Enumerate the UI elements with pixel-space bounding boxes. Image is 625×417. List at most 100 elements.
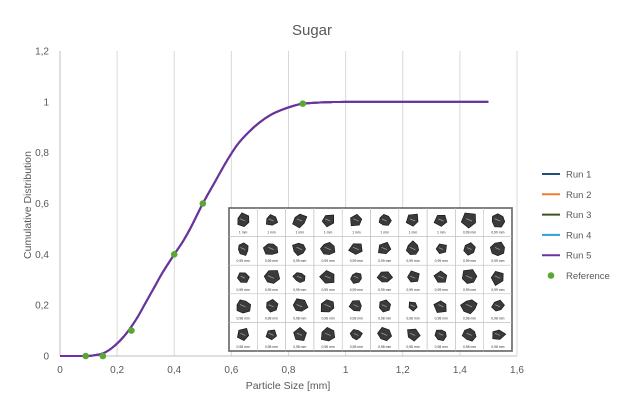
inset-size-label: 0,99 mm — [406, 288, 419, 292]
crystal-facet — [410, 304, 415, 308]
inset-size-label: 0,99 mm — [435, 259, 448, 263]
crystal-facet — [438, 304, 444, 308]
legend-label: Run 4 — [566, 230, 591, 241]
inset-size-label: 1 mm — [380, 231, 389, 235]
crystal-facet — [353, 218, 359, 222]
crystal-facet — [239, 218, 246, 222]
inset-size-label: 0,99 mm — [265, 288, 278, 292]
reference-point — [299, 100, 307, 107]
inset-size-label: 0,99 mm — [463, 231, 476, 235]
crystal-facet — [267, 275, 275, 279]
inset-size-label: 0,99 mm — [491, 231, 504, 235]
inset-size-label: 0,98 mm — [406, 345, 419, 349]
crystal-facet — [324, 246, 331, 251]
crystal-facet — [353, 304, 359, 308]
inset-size-label: 0,98 mm — [293, 345, 306, 349]
crystal-facet — [494, 332, 501, 336]
crystal-facet — [324, 332, 331, 336]
sugar-crystal — [405, 213, 419, 227]
inset-size-label: 0,99 mm — [265, 259, 278, 263]
inset-size-label: 0,98 mm — [378, 345, 391, 349]
sugar-crystal — [376, 271, 394, 283]
x-tick-label: 1,4 — [453, 365, 467, 376]
chart-title: Sugar — [292, 22, 332, 39]
series-lines — [59, 100, 489, 358]
inset-size-label: 0,99 mm — [293, 259, 306, 263]
sugar-crystal — [293, 327, 307, 341]
crystal-facet — [409, 332, 416, 336]
crystal-facet — [268, 332, 274, 336]
sugar-crystal — [434, 329, 447, 342]
sugar-crystal — [292, 298, 309, 312]
sugar-crystal — [238, 242, 249, 256]
crystal-facet — [268, 218, 274, 222]
crystal-facet — [438, 333, 444, 336]
sugar-crystal — [460, 212, 476, 229]
reference-point — [199, 200, 207, 207]
reference-point — [128, 327, 135, 334]
legend-label: Run 5 — [566, 251, 591, 262]
sugar-crystal — [266, 298, 279, 313]
crystal-facet — [465, 275, 473, 279]
crystal-facet — [296, 304, 303, 308]
sugar-crystal — [348, 243, 363, 255]
inset-size-label: 0,98 mm — [491, 316, 504, 320]
inset-size-label: 0,99 mm — [350, 259, 363, 263]
inset-size-label: 0,98 mm — [237, 345, 250, 349]
inset-size-label: 0,98 mm — [463, 345, 476, 349]
sugar-crystal — [490, 271, 504, 287]
inset-size-label: 0,99 mm — [350, 288, 363, 292]
y-tick-labels: 0 0,2 0,4 0,6 0,8 1 1,2 — [35, 47, 49, 363]
sugar-crystal — [321, 214, 335, 228]
crystal-facet — [353, 275, 359, 279]
inset-size-label: 0,98 mm — [463, 316, 476, 320]
x-axis-label: Particle Size [mm] — [246, 380, 331, 392]
legend-label: Run 1 — [566, 170, 591, 181]
crystal-facet — [409, 275, 416, 279]
axes — [59, 51, 517, 357]
crystal-facet — [438, 218, 444, 222]
crystal-facet — [381, 304, 387, 308]
crystal-facet — [353, 333, 359, 336]
y-tick-label: 0 — [43, 352, 49, 363]
x-tick-label: 0,8 — [282, 365, 296, 376]
sugar-crystal — [263, 270, 281, 284]
inset-size-label: 0,98 mm — [435, 316, 448, 320]
y-axis-label: Cumulative Distribution — [22, 151, 34, 259]
inset-size-label: 1 mm — [239, 231, 248, 235]
crystal-facet — [240, 247, 246, 250]
y-tick-label: 0,6 — [35, 199, 49, 210]
crystal-facet — [296, 332, 303, 336]
crystal-facet — [438, 247, 444, 250]
inset-size-label: 0,99 mm — [378, 288, 391, 292]
crystal-facet — [465, 304, 473, 308]
inset-size-label: 0,98 mm — [406, 316, 419, 320]
y-tick-label: 0,4 — [35, 250, 49, 261]
crystal-facet — [381, 247, 388, 251]
inset-cell — [483, 322, 513, 352]
inset-size-label: 0,99 mm — [378, 259, 391, 263]
crystal-facet — [494, 304, 501, 308]
sugar-crystal — [292, 272, 306, 283]
crystal-facet — [296, 218, 303, 222]
inset-size-label: 0,99 mm — [321, 259, 334, 263]
inset-size-label: 1 mm — [352, 231, 361, 235]
crystal-facet — [324, 304, 331, 308]
sugar-crystal — [237, 212, 250, 227]
inset-size-label: 0,98 mm — [435, 345, 448, 349]
inset-size-label: 0,99 mm — [491, 288, 504, 292]
crystal-facet — [381, 275, 388, 279]
inset-size-label: 0,99 mm — [463, 259, 476, 263]
sugar-crystal — [461, 269, 478, 284]
x-tick-labels: 0 0,2 0,4 0,6 0,8 1 1,2 1,4 1,6 — [57, 365, 524, 376]
crystal-facet — [239, 304, 246, 308]
inset-size-label: 0,99 mm — [237, 259, 250, 263]
sugar-crystal — [433, 300, 447, 313]
legend-label: Run 2 — [566, 190, 591, 201]
sugar-crystal — [265, 329, 277, 341]
sugar-crystal — [265, 214, 279, 226]
sugar-crystal — [407, 270, 420, 283]
x-tick-label: 0,6 — [224, 365, 238, 376]
series-line-run-5 — [59, 100, 489, 358]
sugar-crystal — [262, 243, 279, 255]
